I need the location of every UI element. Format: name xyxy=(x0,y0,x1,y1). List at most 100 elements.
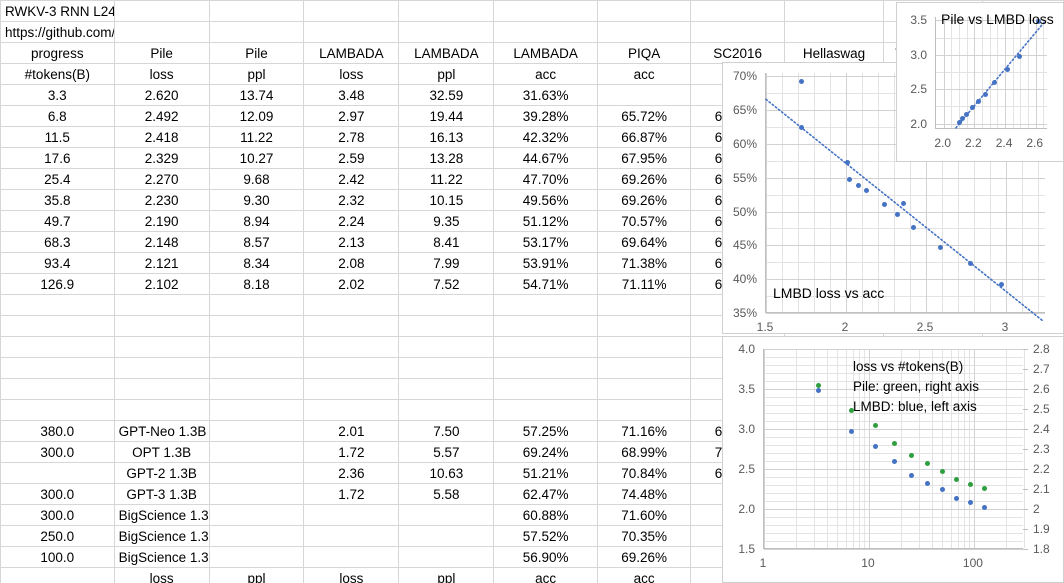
data-cell[interactable]: 380.0 xyxy=(0,420,115,442)
data-cell[interactable]: 66.87% xyxy=(596,126,692,148)
column-header[interactable]: ppl xyxy=(208,567,305,583)
cell-empty[interactable] xyxy=(303,357,400,379)
column-header[interactable]: ppl xyxy=(398,567,495,583)
data-cell[interactable]: 2.190 xyxy=(113,210,210,232)
data-cell[interactable]: 71.16% xyxy=(596,420,692,442)
data-cell[interactable]: 11.5 xyxy=(0,126,115,148)
data-cell[interactable]: 74.48% xyxy=(596,483,692,505)
cell-empty[interactable] xyxy=(303,378,400,400)
cell-empty[interactable] xyxy=(398,21,495,43)
cell-empty[interactable] xyxy=(208,420,305,442)
data-cell[interactable]: 42.32% xyxy=(493,126,598,148)
data-cell[interactable]: 2.42 xyxy=(303,168,400,190)
cell-empty[interactable] xyxy=(303,336,400,358)
data-cell[interactable]: 2.97 xyxy=(303,105,400,127)
data-cell[interactable]: 2.148 xyxy=(113,231,210,253)
column-header[interactable]: ppl xyxy=(208,63,305,85)
data-cell[interactable]: 60.88% xyxy=(493,504,598,526)
cell-empty[interactable] xyxy=(0,294,115,316)
column-header[interactable]: Hellaswag xyxy=(783,42,885,64)
data-cell[interactable]: 126.9 xyxy=(0,273,115,295)
column-header[interactable] xyxy=(0,567,115,583)
cell-empty[interactable] xyxy=(398,357,495,379)
cell-empty[interactable] xyxy=(303,315,400,337)
cell-empty[interactable] xyxy=(690,0,785,22)
cell-empty[interactable] xyxy=(208,378,305,400)
data-cell[interactable]: 13.28 xyxy=(398,147,495,169)
column-header[interactable]: LAMBADA xyxy=(398,42,495,64)
column-header[interactable]: SC2016 xyxy=(690,42,785,64)
column-header[interactable]: acc xyxy=(493,63,598,85)
cell-empty[interactable] xyxy=(690,21,785,43)
cell-empty[interactable] xyxy=(493,0,598,22)
data-cell[interactable]: 2.08 xyxy=(303,252,400,274)
cell-empty[interactable] xyxy=(113,336,210,358)
data-cell[interactable]: 69.26% xyxy=(596,168,692,190)
data-cell[interactable]: 39.28% xyxy=(493,105,598,127)
cell-empty[interactable] xyxy=(113,294,210,316)
cell-empty[interactable] xyxy=(208,315,305,337)
data-cell[interactable]: 10.63 xyxy=(398,462,495,484)
data-cell[interactable]: 69.64% xyxy=(596,231,692,253)
data-cell[interactable]: 2.230 xyxy=(113,189,210,211)
data-cell[interactable]: 8.57 xyxy=(208,231,305,253)
cell-empty[interactable] xyxy=(113,357,210,379)
cell-empty[interactable] xyxy=(398,399,495,421)
data-cell[interactable]: 2.13 xyxy=(303,231,400,253)
data-cell[interactable] xyxy=(0,462,115,484)
data-cell[interactable]: 2.620 xyxy=(113,84,210,106)
data-cell[interactable]: 32.59 xyxy=(398,84,495,106)
cell-empty[interactable] xyxy=(0,336,115,358)
data-cell[interactable]: 68.99% xyxy=(596,441,692,463)
data-cell[interactable]: 12.09 xyxy=(208,105,305,127)
data-cell[interactable]: 5.58 xyxy=(398,483,495,505)
data-cell[interactable]: 2.01 xyxy=(303,420,400,442)
repo-link[interactable]: https://github.com/BlinkDL/RWKV-LM xyxy=(0,21,115,43)
cell-empty[interactable] xyxy=(303,399,400,421)
data-cell[interactable]: 49.56% xyxy=(493,189,598,211)
page-title[interactable]: RWKV-3 RNN L24-D2048 1.5B (20b-tokenizer… xyxy=(0,0,115,22)
cell-empty[interactable] xyxy=(303,294,400,316)
data-cell[interactable] xyxy=(398,546,495,568)
cell-empty[interactable] xyxy=(596,336,692,358)
column-header[interactable]: acc xyxy=(596,567,692,583)
data-cell[interactable]: 68.3 xyxy=(0,231,115,253)
cell-empty[interactable] xyxy=(113,399,210,421)
cell-empty[interactable] xyxy=(0,399,115,421)
cell-empty[interactable] xyxy=(303,0,400,22)
data-cell[interactable]: 3.48 xyxy=(303,84,400,106)
cell-empty[interactable] xyxy=(493,294,598,316)
data-cell[interactable] xyxy=(596,84,692,106)
data-cell[interactable]: 2.36 xyxy=(303,462,400,484)
data-cell[interactable]: 57.25% xyxy=(493,420,598,442)
column-header[interactable]: acc xyxy=(493,567,598,583)
cell-empty[interactable] xyxy=(596,378,692,400)
cell-empty[interactable] xyxy=(208,441,305,463)
cell-empty[interactable] xyxy=(596,399,692,421)
cell-empty[interactable] xyxy=(783,0,885,22)
data-cell[interactable]: 65.72% xyxy=(596,105,692,127)
data-cell[interactable]: 7.50 xyxy=(398,420,495,442)
data-cell[interactable]: 2.102 xyxy=(113,273,210,295)
data-cell[interactable]: 53.91% xyxy=(493,252,598,274)
data-cell[interactable]: 53.17% xyxy=(493,231,598,253)
cell-empty[interactable] xyxy=(208,546,305,568)
data-cell[interactable]: 1.72 xyxy=(303,441,400,463)
cell-empty[interactable] xyxy=(0,315,115,337)
cell-empty[interactable] xyxy=(596,0,692,22)
data-cell[interactable]: 25.4 xyxy=(0,168,115,190)
cell-empty[interactable] xyxy=(208,357,305,379)
chart-pile-vs-lmbd-loss[interactable]: 2.0 2.5 3.0 3.5 2.0 2.2 2.4 2.6 Pile vs LMBD los… xyxy=(896,2,1064,162)
data-cell[interactable]: 9.35 xyxy=(398,210,495,232)
data-cell[interactable]: 100.0 xyxy=(0,546,115,568)
column-header[interactable]: acc xyxy=(596,63,692,85)
model-name[interactable]: BigScience 1.3B-Pile xyxy=(113,546,210,568)
cell-empty[interactable] xyxy=(208,294,305,316)
column-header[interactable]: Pile xyxy=(113,42,210,64)
data-cell[interactable]: 300.0 xyxy=(0,441,115,463)
data-cell[interactable]: 8.34 xyxy=(208,252,305,274)
cell-empty[interactable] xyxy=(493,21,598,43)
data-cell[interactable]: 3.3 xyxy=(0,84,115,106)
cell-empty[interactable] xyxy=(493,336,598,358)
data-cell[interactable]: 70.57% xyxy=(596,210,692,232)
